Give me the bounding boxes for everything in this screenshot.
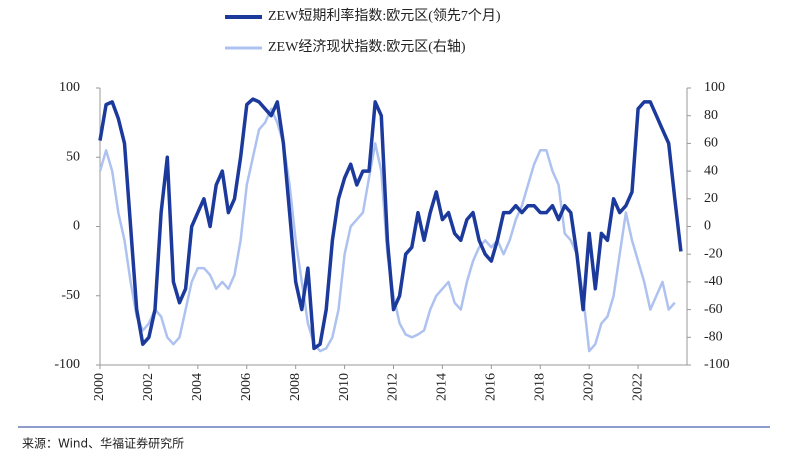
y2-tick-label: -40: [704, 274, 723, 289]
x-tick-label: 2020: [581, 373, 596, 401]
x-tick-label: 2002: [141, 373, 156, 401]
legend-label: ZEW经济现状指数:欧元区(右轴): [268, 39, 466, 55]
y2-tick-label: -100: [704, 357, 730, 372]
x-tick-label: 2022: [630, 373, 645, 401]
y2-tick-label: 0: [704, 219, 711, 234]
x-tick-label: 2010: [337, 373, 352, 401]
y2-tick-label: 20: [704, 191, 718, 206]
x-tick-label: 2008: [288, 373, 303, 401]
y2-tick-label: 100: [704, 80, 725, 95]
x-tick-label: 2012: [386, 373, 401, 401]
x-tick-label: 2014: [435, 373, 450, 401]
y-tick-label: -100: [54, 357, 80, 372]
x-tick-label: 2006: [239, 373, 254, 401]
y2-tick-label: 60: [704, 136, 718, 151]
y2-tick-label: -60: [704, 302, 723, 317]
y-tick-label: 100: [59, 80, 80, 95]
y-tick-label: -50: [61, 288, 80, 303]
y-tick-label: 50: [66, 149, 80, 164]
x-tick-label: 2000: [92, 373, 107, 401]
y-tick-label: 0: [73, 219, 80, 234]
x-tick-label: 2004: [190, 373, 205, 401]
legend-label: ZEW短期利率指数:欧元区(领先7个月): [268, 7, 501, 24]
x-tick-label: 2018: [532, 373, 547, 401]
y2-tick-label: 80: [704, 108, 718, 123]
x-tick-label: 2016: [484, 373, 499, 401]
series-line: [98, 97, 683, 351]
source-note: 来源：Wind、华福证券研究所: [22, 436, 184, 451]
y2-tick-label: -20: [704, 246, 723, 261]
y2-tick-label: -80: [704, 330, 723, 345]
y2-tick-label: 40: [704, 163, 718, 178]
